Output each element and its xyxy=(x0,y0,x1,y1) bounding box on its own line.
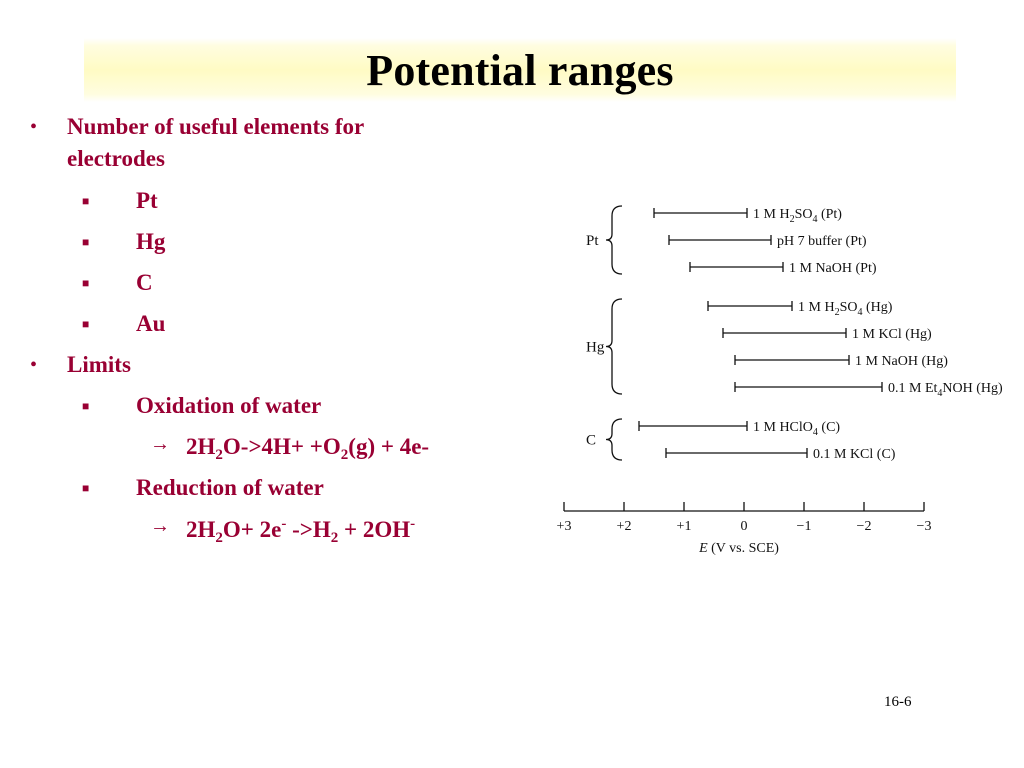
electrode-pt: Pt xyxy=(136,188,158,213)
square-bullet-icon: ■ xyxy=(82,194,90,208)
arrow-right-icon: → xyxy=(150,515,170,537)
page-number: 16-6 xyxy=(884,694,912,710)
x-tick-label: +1 xyxy=(677,519,692,534)
oxidation-of-water: Oxidation of water xyxy=(136,393,322,418)
x-tick-label: −2 xyxy=(857,519,872,534)
reduction-of-water: Reduction of water xyxy=(136,475,324,500)
slide-title: Potential ranges xyxy=(366,45,674,95)
x-tick-label: −1 xyxy=(797,519,812,534)
square-bullet-icon: ■ xyxy=(82,317,90,331)
bullet-limits: Limits xyxy=(67,352,131,377)
electrode-au: Au xyxy=(136,311,166,336)
x-tick-label: +2 xyxy=(617,519,632,534)
group-label-pt: Pt xyxy=(586,233,599,249)
square-bullet-icon: ■ xyxy=(82,276,90,290)
brace-hg xyxy=(605,298,623,395)
range-label-c-1: 0.1 M KCl (C) xyxy=(813,447,896,462)
range-label-c-0: 1 M HClO4 (C) xyxy=(753,420,840,438)
bullet-dot: • xyxy=(30,116,38,138)
range-label-hg-1: 1 M KCl (Hg) xyxy=(852,327,932,342)
square-bullet-icon: ■ xyxy=(82,399,90,413)
bullet-useful-elements-line2: electrodes xyxy=(67,146,165,171)
square-bullet-icon: ■ xyxy=(82,235,90,249)
x-tick-label: −3 xyxy=(917,519,932,534)
title-bar: Potential ranges xyxy=(84,38,956,102)
group-label-hg: Hg xyxy=(586,340,605,356)
reduction-equation: 2H2O+ 2e- ->H2 + 2OH- xyxy=(186,516,416,546)
x-tick-label: 0 xyxy=(741,519,748,534)
x-tick-label: +3 xyxy=(557,519,572,534)
potential-range-chart: 1 M H2SO4 (Pt) pH 7 buffer (Pt) 1 M NaOH (… xyxy=(557,205,1003,556)
range-label-hg-0: 1 M H2SO4 (Hg) xyxy=(798,300,893,318)
bullet-useful-elements-line1: Number of useful elements for xyxy=(67,114,365,139)
brace-pt xyxy=(605,205,623,275)
range-label-pt-2: 1 M NaOH (Pt) xyxy=(789,261,877,276)
bullet-dot: • xyxy=(30,354,38,376)
x-axis-label: E (V vs. SCE) xyxy=(698,541,779,556)
electrode-c: C xyxy=(136,270,153,295)
square-bullet-icon: ■ xyxy=(82,481,90,495)
electrode-hg: Hg xyxy=(136,229,166,254)
arrow-right-icon: → xyxy=(150,433,170,455)
range-label-hg-3: 0.1 M Et4NOH (Hg) xyxy=(888,381,1003,399)
brace-c xyxy=(605,418,623,461)
range-label-hg-2: 1 M NaOH (Hg) xyxy=(855,354,948,369)
group-label-c: C xyxy=(586,433,596,449)
range-label-pt-0: 1 M H2SO4 (Pt) xyxy=(753,207,842,225)
oxidation-equation: 2H2O->4H+ +O2(g) + 4e- xyxy=(186,434,430,463)
range-label-pt-1: pH 7 buffer (Pt) xyxy=(777,234,867,249)
